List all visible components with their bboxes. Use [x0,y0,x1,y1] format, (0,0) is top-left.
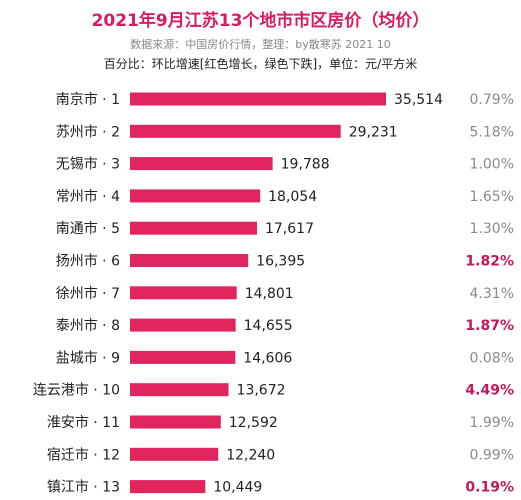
value-label: 14,655 [244,318,293,334]
category-label: 无锡市 · 3 [56,156,120,173]
percent-label: 1.99% [470,415,514,431]
category-label: 南京市 · 1 [56,91,120,108]
bar [130,383,229,397]
category-label: 扬州市 · 6 [56,253,120,270]
bar [130,221,257,235]
chart-legend-note: 百分比：环比增速[红色增长，绿色下跌]，单位：元/平方米 [103,57,418,71]
bar [130,254,249,267]
percent-label: 5.18% [470,124,514,140]
bar [130,92,386,106]
category-label: 连云港市 · 10 [33,382,120,399]
percent-label: 1.65% [470,189,514,205]
value-label: 10,449 [213,480,262,496]
category-label: 泰州市 · 8 [56,317,120,334]
bar [130,189,261,203]
percent-label: 1.82% [465,254,514,270]
percent-label: 1.30% [470,221,514,237]
value-label: 14,606 [243,350,292,366]
category-label: 宿迁市 · 12 [47,446,120,463]
category-label: 盐城市 · 9 [56,349,120,366]
percent-label: 4.49% [465,383,514,399]
category-label: 常州市 · 4 [56,188,120,205]
percent-label: 0.19% [465,480,514,496]
value-label: 16,395 [256,254,305,270]
percent-label: 0.08% [470,350,514,366]
chart-title: 2021年9月江苏13个地市市区房价（均价） [91,11,430,31]
category-label: 南通市 · 5 [56,220,120,237]
value-label: 29,231 [349,124,398,140]
bar [130,415,221,429]
category-label: 镇江市 · 13 [47,479,120,496]
bar [130,350,236,364]
percent-label: 0.79% [470,92,514,108]
bar [130,480,206,494]
value-label: 13,672 [237,383,286,399]
percent-label: 1.00% [470,157,514,173]
value-label: 19,788 [281,157,330,173]
value-label: 18,054 [268,189,317,205]
percent-label: 4.31% [470,286,514,302]
chart-source: 数据来源：中国房价行情，整理：by散寒苏 2021 10 [130,38,391,51]
value-label: 35,514 [394,92,443,108]
percent-label: 0.99% [470,447,514,463]
value-label: 12,240 [226,447,275,463]
value-label: 12,592 [229,415,278,431]
value-label: 17,617 [265,221,314,237]
value-label: 14,801 [245,286,294,302]
bar [130,318,236,332]
category-label: 苏州市 · 2 [56,123,120,140]
percent-label: 1.87% [465,318,514,334]
bar [130,447,219,461]
category-label: 淮安市 · 11 [47,414,120,431]
bar [130,157,273,171]
category-label: 徐州市 · 7 [56,285,120,302]
bar [130,124,341,138]
bar [130,286,237,300]
